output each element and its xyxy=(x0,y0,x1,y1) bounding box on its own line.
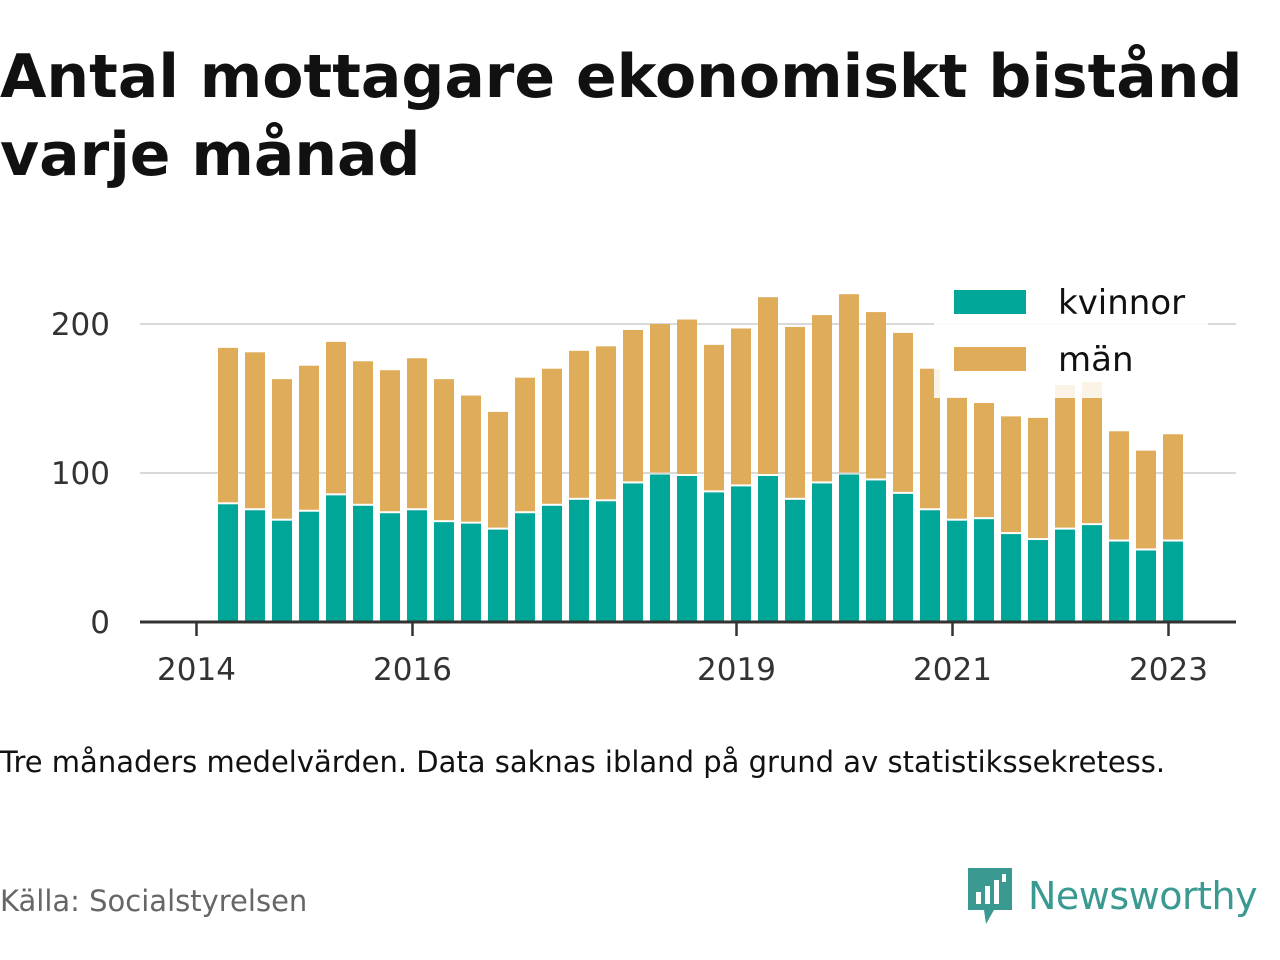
bar-man xyxy=(974,402,994,518)
bar-man xyxy=(1028,417,1048,539)
bar-kvinnor xyxy=(1055,529,1075,622)
bar-man xyxy=(704,344,724,491)
bar-kvinnor xyxy=(785,499,805,622)
bar-chart: 0 100 200 2014 2016 2019 2021 2023 kvinnor män xyxy=(50,268,1236,688)
y-tick-labels: 0 100 200 xyxy=(51,307,110,641)
bar-man xyxy=(866,312,886,479)
bar-man xyxy=(623,329,643,482)
bar-kvinnor xyxy=(569,499,589,622)
source-text: Källa: Socialstyrelsen xyxy=(0,884,308,918)
bar-kvinnor xyxy=(1136,550,1156,622)
bar-man xyxy=(407,358,427,509)
bar-kvinnor xyxy=(866,480,886,622)
bar-kvinnor xyxy=(1163,541,1183,622)
bar-man xyxy=(1136,450,1156,549)
bar-man xyxy=(677,319,697,474)
bar-man xyxy=(812,315,832,482)
bar-kvinnor xyxy=(947,520,967,622)
bar-kvinnor xyxy=(1082,525,1102,622)
bar-kvinnor xyxy=(245,510,265,622)
bar-kvinnor xyxy=(299,511,319,622)
bar-man xyxy=(515,377,535,512)
bar-man xyxy=(542,368,562,504)
bar-kvinnor xyxy=(272,520,292,622)
bar-kvinnor xyxy=(596,501,616,622)
bar-kvinnor xyxy=(731,486,751,622)
bars xyxy=(218,294,1183,622)
bar-kvinnor xyxy=(1028,540,1048,622)
bar-man xyxy=(785,326,805,498)
x-axis: 2014 2016 2019 2021 2023 xyxy=(140,620,1236,688)
bar-kvinnor xyxy=(974,519,994,622)
bar-man xyxy=(272,379,292,519)
bar-man xyxy=(245,352,265,509)
bar-kvinnor xyxy=(623,483,643,622)
x-tick-label: 2016 xyxy=(373,652,452,688)
bar-kvinnor xyxy=(650,474,670,622)
legend-swatch xyxy=(954,347,1026,371)
chart-title: Antal mottagare ekonomiskt bistånd varje… xyxy=(0,42,1243,190)
bar-man xyxy=(920,368,940,509)
x-tick-label: 2014 xyxy=(157,652,236,688)
bar-kvinnor xyxy=(380,513,400,622)
bar-kvinnor xyxy=(434,522,454,622)
bar-man xyxy=(569,350,589,498)
newsworthy-logo: Newsworthy xyxy=(964,864,1258,928)
bar-kvinnor xyxy=(1109,541,1129,622)
bar-man xyxy=(461,395,481,522)
bar-kvinnor xyxy=(920,510,940,622)
bar-kvinnor xyxy=(893,493,913,622)
bar-kvinnor xyxy=(704,492,724,622)
legend-swatch xyxy=(954,290,1026,314)
bar-kvinnor xyxy=(1001,534,1021,622)
bar-man xyxy=(731,328,751,485)
bar-kvinnor xyxy=(515,513,535,622)
brand-name: Newsworthy xyxy=(1028,874,1258,918)
bar-man xyxy=(299,365,319,510)
x-tick-label: 2023 xyxy=(1129,652,1208,688)
bar-man xyxy=(353,361,373,504)
chart-note: Tre månaders medelvärden. Data saknas ib… xyxy=(0,745,1166,779)
bar-man xyxy=(893,332,913,492)
bar-man xyxy=(947,397,967,519)
bar-man xyxy=(434,379,454,521)
legend-label: män xyxy=(1058,340,1134,380)
legend-label: kvinnor xyxy=(1058,283,1185,323)
x-tick-label: 2021 xyxy=(913,652,992,688)
bar-kvinnor xyxy=(677,475,697,622)
bar-kvinnor xyxy=(461,523,481,622)
y-tick-label: 0 xyxy=(90,605,110,641)
bar-man xyxy=(650,324,670,473)
bar-man xyxy=(326,341,346,494)
bar-kvinnor xyxy=(758,475,778,622)
bar-man xyxy=(596,346,616,500)
newsworthy-logo-icon xyxy=(968,868,1012,924)
bar-kvinnor xyxy=(542,505,562,622)
bar-kvinnor xyxy=(812,483,832,622)
bar-kvinnor xyxy=(326,495,346,622)
bar-man xyxy=(1109,431,1129,540)
bar-man xyxy=(1163,434,1183,540)
bar-man xyxy=(758,297,778,474)
bar-man xyxy=(488,411,508,528)
bar-kvinnor xyxy=(488,529,508,622)
bar-man xyxy=(380,370,400,512)
x-tick-label: 2019 xyxy=(697,652,776,688)
bar-kvinnor xyxy=(353,505,373,622)
y-tick-label: 200 xyxy=(51,307,110,343)
bar-kvinnor xyxy=(218,504,238,622)
bar-man xyxy=(218,347,238,503)
bar-kvinnor xyxy=(407,510,427,622)
bar-man xyxy=(839,294,859,473)
bar-man xyxy=(1082,382,1102,524)
bar-kvinnor xyxy=(839,474,859,622)
legend-background xyxy=(934,268,1208,398)
bar-man xyxy=(1055,385,1075,528)
bar-man xyxy=(1001,416,1021,533)
legend: kvinnor män xyxy=(934,268,1208,398)
y-tick-label: 100 xyxy=(51,456,110,492)
